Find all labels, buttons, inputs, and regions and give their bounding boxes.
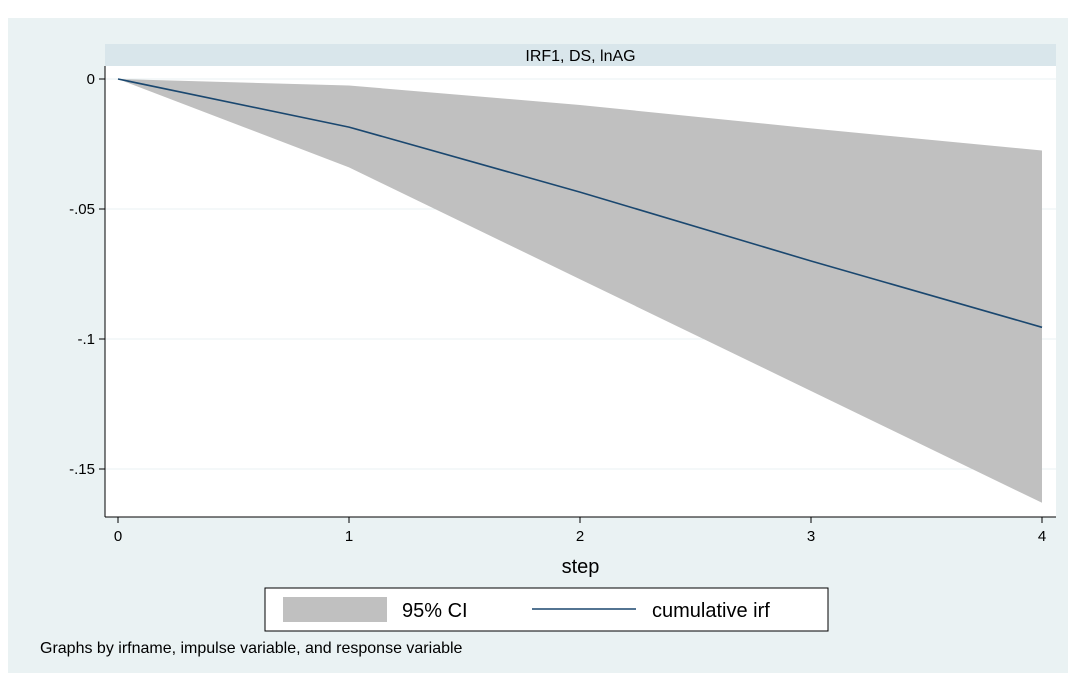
legend: 95% CI cumulative irf	[264, 587, 829, 632]
x-tick-label: 3	[807, 528, 815, 545]
irf-line	[117, 78, 1043, 329]
legend-label-irf: cumulative irf	[652, 600, 770, 622]
y-tick-label: -.05	[69, 201, 95, 218]
panel-title: IRF1, DS, lnAG	[525, 48, 635, 65]
y-tick-label: -.1	[77, 331, 95, 348]
ci-band-layer	[118, 79, 1042, 503]
panel-title-bar	[105, 44, 1056, 66]
y-tick-label: -.15	[69, 461, 95, 478]
x-tick-label: 0	[114, 528, 122, 545]
axes: 0 -.05 -.1 -.15 0 1 2 3 4	[69, 66, 1056, 545]
x-tick-label: 1	[345, 528, 353, 545]
legend-swatch-ci	[283, 597, 387, 622]
x-tick-label: 4	[1038, 528, 1046, 545]
ci-band	[118, 79, 1042, 503]
y-tick-label: 0	[87, 71, 95, 88]
legend-label-ci: 95% CI	[402, 600, 468, 622]
x-axis-label: step	[562, 556, 600, 578]
graph-note: Graphs by irfname, impulse variable, and…	[40, 640, 463, 657]
x-tick-label: 2	[576, 528, 584, 545]
top-strip	[0, 0, 1076, 18]
irf-line-layer	[117, 78, 1043, 329]
